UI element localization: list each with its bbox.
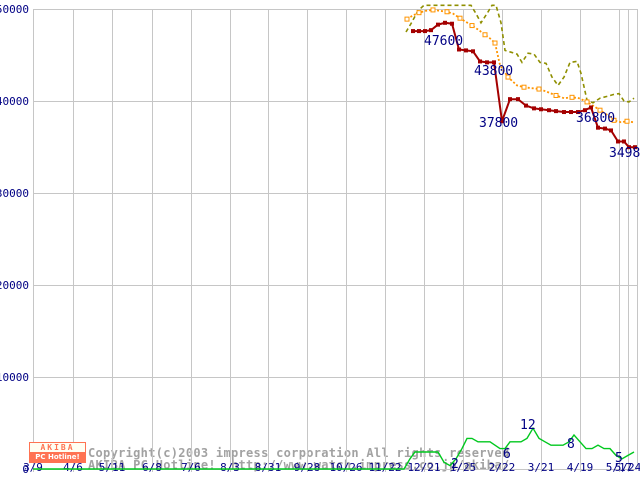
price-point-label: 36800 <box>576 111 615 126</box>
x-tick-label: 6/8 <box>142 461 162 474</box>
x-tick-label: 8/3 <box>220 461 240 474</box>
y-tick-label: 40000 <box>0 95 29 108</box>
average-price-marker <box>505 74 511 80</box>
lowest-price-marker <box>417 29 421 34</box>
average-price-marker <box>521 84 527 90</box>
lowest-price-marker <box>443 20 447 25</box>
lowest-price-marker <box>633 145 637 150</box>
price-point-label: 37800 <box>479 116 518 131</box>
shop-count-label: 2 <box>451 457 459 472</box>
akiba-logo-top-text: AKIBA <box>29 442 86 453</box>
lowest-price-marker <box>609 128 613 133</box>
lowest-price-marker <box>516 97 520 102</box>
lowest-price-marker <box>436 22 440 27</box>
lowest-price-marker <box>576 110 580 115</box>
x-tick-label: 3/9 <box>23 461 43 474</box>
series-average-price-line <box>406 8 634 124</box>
lowest-price-marker <box>547 108 551 113</box>
lowest-price-marker <box>450 21 454 26</box>
series-highest-price-line <box>405 4 635 104</box>
y-tick-label: 30000 <box>0 187 29 200</box>
shop-count-label: 12 <box>520 418 536 433</box>
price-point-label: 47600 <box>424 34 463 49</box>
lowest-price-marker <box>622 139 626 144</box>
average-price-marker <box>624 118 630 124</box>
lowest-price-marker <box>471 49 475 54</box>
lowest-price-marker <box>539 107 543 112</box>
x-tick-label: 3/21 <box>528 461 555 474</box>
average-price-marker <box>444 9 450 15</box>
average-price-marker <box>416 10 422 16</box>
lowest-price-marker <box>532 106 536 111</box>
lowest-price-marker <box>500 119 504 124</box>
lowest-price-marker <box>423 29 427 34</box>
average-price-marker <box>597 107 603 113</box>
lowest-price-marker <box>464 48 468 53</box>
average-price-marker <box>457 15 463 21</box>
average-price-marker <box>404 16 410 22</box>
price-point-label: 43800 <box>474 64 513 79</box>
lowest-price-marker <box>562 110 566 115</box>
x-tick-label: 10/26 <box>329 461 362 474</box>
average-price-marker <box>611 117 617 123</box>
x-tick-label: 5/24 <box>615 461 640 474</box>
y-tick-label: 20000 <box>0 279 29 292</box>
x-tick-label: 5/11 <box>99 461 126 474</box>
lowest-price-marker <box>478 59 482 64</box>
x-tick-label: 7/6 <box>181 461 201 474</box>
copyright-watermark: Copyright(c)2003 impress corporation All… <box>88 446 510 460</box>
lowest-price-marker <box>616 139 620 144</box>
akiba-pc-hotline-logo: AKIBA PC Hotline! <box>29 442 86 464</box>
y-tick-label: 50000 <box>0 3 29 16</box>
y-tick-label: 10000 <box>0 371 29 384</box>
x-tick-label: 9/28 <box>294 461 321 474</box>
x-tick-label: 1/25 <box>450 461 477 474</box>
lowest-price-marker <box>524 103 528 108</box>
average-price-marker <box>536 86 542 92</box>
x-tick-label: 8/31 <box>255 461 282 474</box>
lowest-price-marker <box>589 105 593 110</box>
average-price-marker <box>492 40 498 46</box>
series-shop-count-line <box>33 426 635 470</box>
average-price-marker <box>569 94 575 100</box>
average-price-marker <box>430 7 436 13</box>
lowest-price-marker <box>429 28 433 33</box>
average-price-marker <box>584 99 590 105</box>
lowest-price-marker <box>411 29 415 34</box>
lowest-price-marker <box>569 110 573 115</box>
x-tick-label: 2/22 <box>489 461 516 474</box>
lowest-price-marker <box>603 126 607 131</box>
lowest-price-marker <box>492 60 496 65</box>
shop-count-label: 6 <box>503 447 511 462</box>
price-point-label: 34980 <box>609 146 640 161</box>
lowest-price-marker <box>508 97 512 102</box>
lowest-price-marker <box>554 109 558 114</box>
average-price-marker <box>469 23 475 29</box>
akiba-logo-bottom-text: PC Hotline! <box>29 453 86 463</box>
average-price-marker <box>482 32 488 38</box>
x-tick-label: 11/22 <box>368 461 401 474</box>
x-tick-label: 12/21 <box>407 461 440 474</box>
x-tick-label: 4/19 <box>567 461 594 474</box>
lowest-price-marker <box>627 145 631 150</box>
x-tick-label: 4/6 <box>63 461 83 474</box>
lowest-price-marker <box>596 125 600 130</box>
shop-count-label: 5 <box>615 451 623 466</box>
average-price-marker <box>553 92 559 98</box>
x-tick-label: 5/17 <box>606 461 633 474</box>
lowest-price-marker <box>485 60 489 65</box>
lowest-price-marker <box>457 47 461 52</box>
y-tick-label: 0 <box>22 463 29 476</box>
lowest-price-marker <box>583 108 587 113</box>
shop-count-label: 8 <box>567 437 575 452</box>
